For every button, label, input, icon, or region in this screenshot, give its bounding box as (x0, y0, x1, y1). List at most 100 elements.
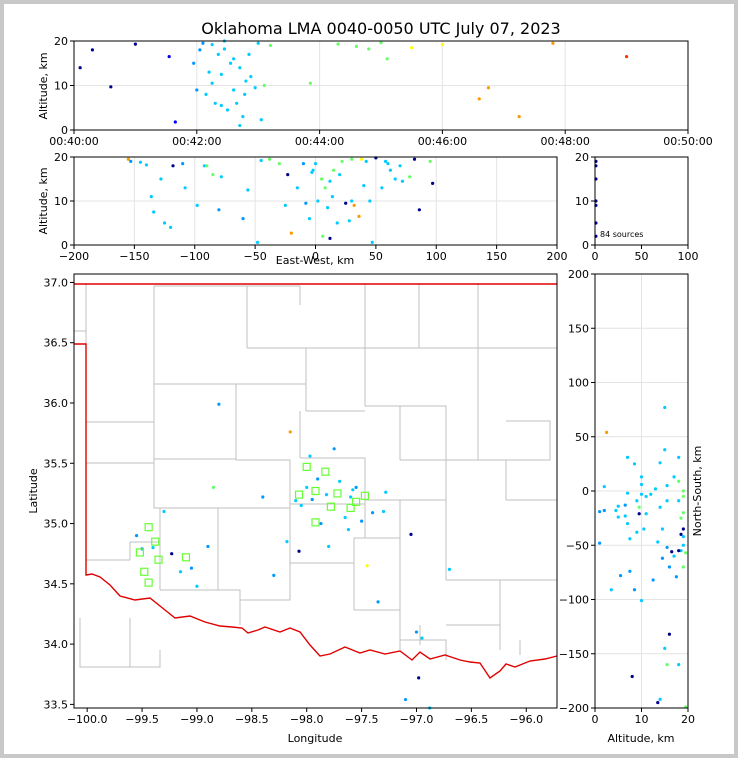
x-tick-label: −99.5 (125, 713, 159, 726)
source-point (665, 663, 669, 667)
source-point (370, 511, 375, 515)
source-point (658, 461, 662, 465)
source-point (330, 195, 335, 199)
source-point (477, 97, 481, 101)
y-tick-label: 0 (582, 239, 589, 252)
source-point (367, 47, 371, 51)
source-point (625, 54, 629, 59)
source-point (259, 118, 263, 122)
source-point (272, 573, 276, 577)
source-point (602, 508, 606, 513)
source-point (410, 46, 414, 50)
source-point (211, 173, 215, 177)
source-point (256, 41, 260, 45)
source-point (679, 532, 683, 537)
source-point (362, 184, 366, 188)
source-point (447, 567, 452, 571)
source-point (138, 160, 143, 164)
source-point (328, 236, 332, 240)
source-point (149, 195, 153, 199)
source-point (614, 508, 618, 513)
source-point (261, 495, 265, 499)
station-marker (140, 567, 149, 576)
county-map (74, 283, 558, 679)
source-point (639, 492, 644, 496)
y-tick-label: 20 (54, 35, 68, 48)
source-point (255, 240, 260, 244)
source-point (665, 545, 669, 550)
plan-view-frame (73, 273, 558, 709)
source-point (238, 66, 242, 70)
source-point (244, 79, 248, 83)
station-marker (151, 537, 160, 546)
source-point (340, 159, 344, 163)
source-point (327, 544, 331, 549)
x-tick-label: −96.5 (455, 713, 489, 726)
source-point (635, 499, 639, 503)
source-point (628, 569, 632, 573)
source-point (656, 540, 660, 544)
x-tick-label: −97.5 (345, 713, 379, 726)
source-point (681, 543, 685, 547)
y-tick-label: 20 (54, 151, 68, 164)
source-point (304, 201, 308, 205)
x-tick-label: 20 (681, 713, 695, 726)
source-point (380, 186, 384, 190)
y-tick-label: 20 (575, 151, 589, 164)
source-point (246, 188, 250, 192)
station-marker (302, 462, 311, 471)
source-point (159, 177, 163, 181)
x-tick-label: −150 (119, 250, 149, 263)
source-point (323, 186, 327, 190)
x-tick-label: −98.5 (235, 713, 269, 726)
source-point (351, 488, 355, 492)
x-tick-label: 00:44:00 (295, 135, 344, 148)
source-point (677, 499, 681, 503)
source-point (268, 43, 273, 48)
station-marker (326, 502, 335, 511)
source-point (319, 177, 324, 181)
source-point (679, 549, 683, 553)
x-tick-label: 0 (312, 250, 319, 263)
source-point (618, 574, 623, 578)
source-point (400, 179, 405, 183)
y-tick-label: 35.0 (44, 518, 69, 531)
y-tick-label: −150 (559, 648, 589, 661)
station-marker (360, 491, 369, 500)
source-point (349, 495, 353, 499)
source-point (167, 54, 171, 59)
source-point (644, 494, 648, 499)
y-tick-label: 10 (54, 195, 68, 208)
source-point (288, 430, 292, 434)
source-point (412, 157, 417, 161)
source-point (228, 61, 233, 65)
source-point (189, 566, 194, 570)
source-point (354, 485, 358, 489)
source-point (313, 162, 318, 166)
source-point (360, 519, 364, 523)
source-point (207, 70, 211, 74)
source-point (253, 86, 257, 90)
source-point (383, 159, 388, 163)
source-point (385, 57, 389, 61)
source-point (656, 700, 660, 705)
station-marker (181, 553, 191, 562)
source-point (658, 505, 662, 509)
source-point (285, 540, 289, 544)
source-point (642, 527, 646, 531)
source-point (219, 72, 223, 76)
source-point (660, 556, 665, 560)
station-marker (352, 497, 361, 506)
source-point (201, 41, 205, 45)
y-tick-label: 34.0 (44, 638, 69, 651)
source-point (365, 564, 369, 568)
source-point (350, 157, 354, 161)
source-point (217, 208, 221, 212)
x-tick-label: 200 (547, 250, 568, 263)
source-point (210, 42, 214, 47)
source-point (663, 405, 667, 410)
source-point (247, 52, 251, 56)
source-point (249, 75, 253, 79)
x-tick-label: −98.0 (290, 713, 324, 726)
